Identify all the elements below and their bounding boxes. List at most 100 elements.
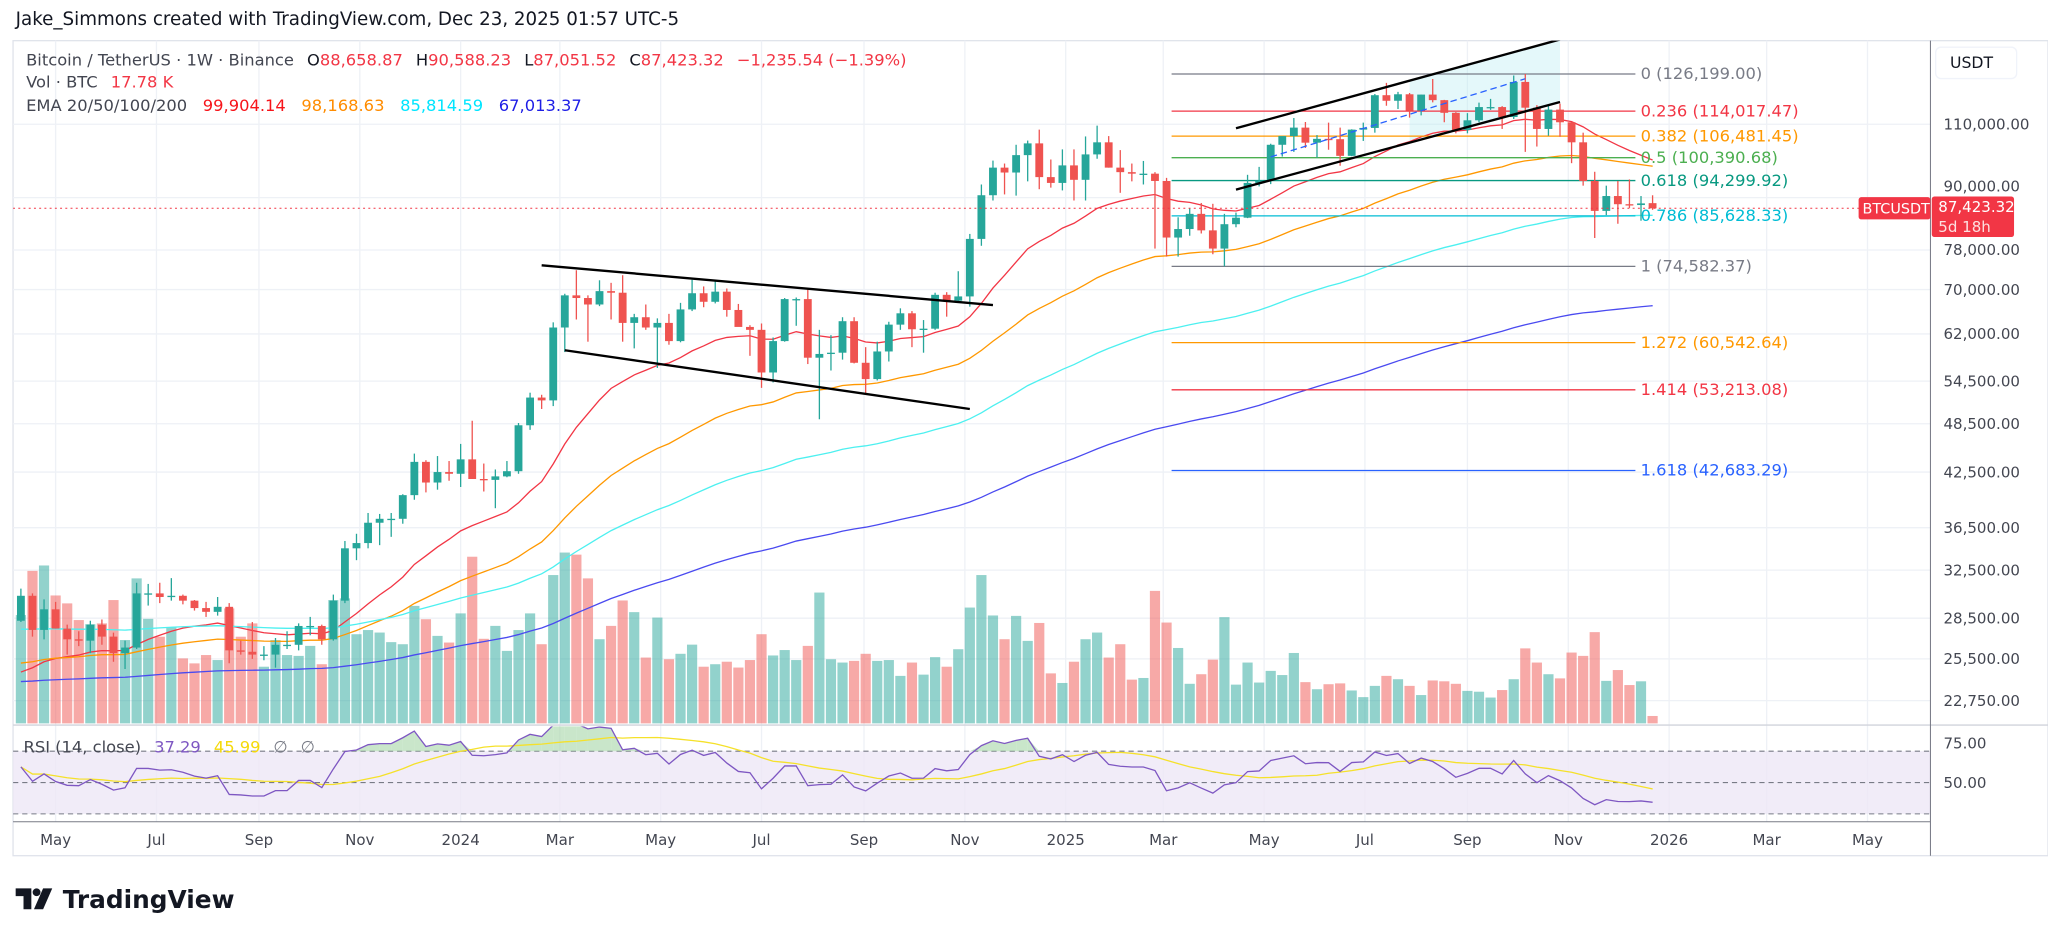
candle[interactable] (1093, 125, 1102, 159)
candle[interactable] (479, 463, 488, 492)
candle[interactable] (526, 392, 534, 430)
candle[interactable] (1139, 160, 1148, 185)
candle[interactable] (827, 335, 835, 371)
candle[interactable] (341, 540, 349, 604)
candle[interactable] (1243, 174, 1252, 219)
candle[interactable] (190, 600, 199, 611)
candle[interactable] (63, 624, 72, 655)
candle[interactable] (1567, 121, 1576, 164)
candle[interactable] (1185, 207, 1194, 236)
candle[interactable] (1417, 94, 1426, 116)
candle[interactable] (213, 597, 222, 616)
candle[interactable] (1637, 196, 1645, 221)
candle[interactable] (236, 640, 245, 655)
candle[interactable] (1405, 93, 1414, 118)
candle[interactable] (1208, 203, 1217, 255)
rsi-pane[interactable] (13, 722, 1931, 815)
candle[interactable] (780, 298, 789, 342)
candle[interactable] (468, 420, 477, 480)
candle[interactable] (132, 582, 141, 649)
candle[interactable] (1174, 217, 1183, 257)
candle[interactable] (1463, 113, 1472, 134)
candle[interactable] (1347, 129, 1356, 157)
candle[interactable] (1151, 172, 1159, 249)
candle[interactable] (1220, 213, 1229, 267)
candle[interactable] (456, 443, 465, 487)
candle[interactable] (1486, 98, 1495, 110)
candle[interactable] (989, 160, 997, 201)
candle[interactable] (722, 288, 731, 317)
candle[interactable] (757, 323, 766, 388)
candle[interactable] (1428, 78, 1437, 103)
candle[interactable] (317, 624, 326, 645)
candle[interactable] (387, 512, 396, 537)
candle[interactable] (572, 270, 581, 320)
candle[interactable] (595, 280, 604, 307)
candle[interactable] (1301, 121, 1310, 148)
candle[interactable] (537, 394, 546, 409)
candle[interactable] (1162, 177, 1171, 257)
candle[interactable] (1625, 179, 1634, 208)
candle[interactable] (144, 583, 153, 606)
volume-label[interactable]: Vol · BTC (26, 73, 98, 92)
candle[interactable] (769, 337, 778, 383)
candle[interactable] (1394, 91, 1402, 109)
candle[interactable] (86, 620, 95, 654)
candle[interactable] (711, 279, 720, 304)
candle[interactable] (28, 593, 37, 637)
candle[interactable] (688, 279, 697, 312)
currency-button[interactable]: USDT (1935, 46, 2018, 80)
candle[interactable] (954, 271, 963, 303)
candle[interactable] (155, 582, 164, 604)
trendlines[interactable] (541, 39, 1561, 411)
candle[interactable] (699, 286, 708, 308)
candle[interactable] (838, 317, 847, 360)
time-axis[interactable]: May Jul Sep Nov 2024 Mar May Jul Sep Nov 2025 Mar Ma… (40, 831, 1883, 849)
candle[interactable] (584, 295, 592, 342)
candle[interactable] (942, 292, 951, 317)
candle[interactable] (1035, 129, 1044, 190)
candle[interactable] (398, 494, 407, 524)
candle[interactable] (294, 623, 303, 651)
candle[interactable] (618, 275, 627, 342)
candle[interactable] (665, 313, 673, 345)
candle[interactable] (607, 282, 616, 320)
candle[interactable] (16, 588, 25, 623)
candle[interactable] (109, 632, 118, 662)
candle[interactable] (514, 423, 523, 474)
candle[interactable] (676, 302, 685, 343)
candle[interactable] (653, 318, 662, 368)
candle[interactable] (1289, 118, 1298, 152)
candle[interactable] (1648, 195, 1657, 210)
candle[interactable] (410, 453, 419, 500)
ema-label[interactable]: EMA 20/50/100/200 (26, 96, 187, 115)
candle[interactable] (225, 603, 234, 664)
candle[interactable] (1370, 93, 1379, 133)
candle[interactable] (1532, 105, 1541, 147)
candle[interactable] (1475, 102, 1483, 123)
channel-upper-trendline[interactable] (1235, 39, 1561, 130)
candle[interactable] (121, 640, 129, 670)
candle[interactable] (375, 513, 384, 546)
candle[interactable] (1046, 159, 1055, 188)
candle[interactable] (259, 646, 268, 661)
channel-lower-trendline[interactable] (1235, 100, 1561, 191)
candle[interactable] (503, 461, 511, 478)
candle[interactable] (896, 308, 905, 330)
candle[interactable] (306, 616, 315, 636)
channel-mid-trendline[interactable] (1270, 78, 1526, 158)
candle[interactable] (1058, 149, 1067, 191)
candle[interactable] (178, 594, 187, 605)
candle[interactable] (1313, 135, 1321, 158)
candle[interactable] (641, 304, 650, 330)
candle[interactable] (1232, 212, 1240, 228)
candle[interactable] (74, 631, 83, 647)
symbol-name[interactable]: Bitcoin / TetherUS · 1W · Binance (26, 50, 294, 69)
candle[interactable] (1336, 127, 1345, 166)
candle[interactable] (1544, 104, 1553, 136)
candle[interactable] (630, 313, 639, 349)
candle[interactable] (1602, 185, 1611, 216)
candle[interactable] (1012, 144, 1021, 196)
candle[interactable] (202, 601, 210, 617)
